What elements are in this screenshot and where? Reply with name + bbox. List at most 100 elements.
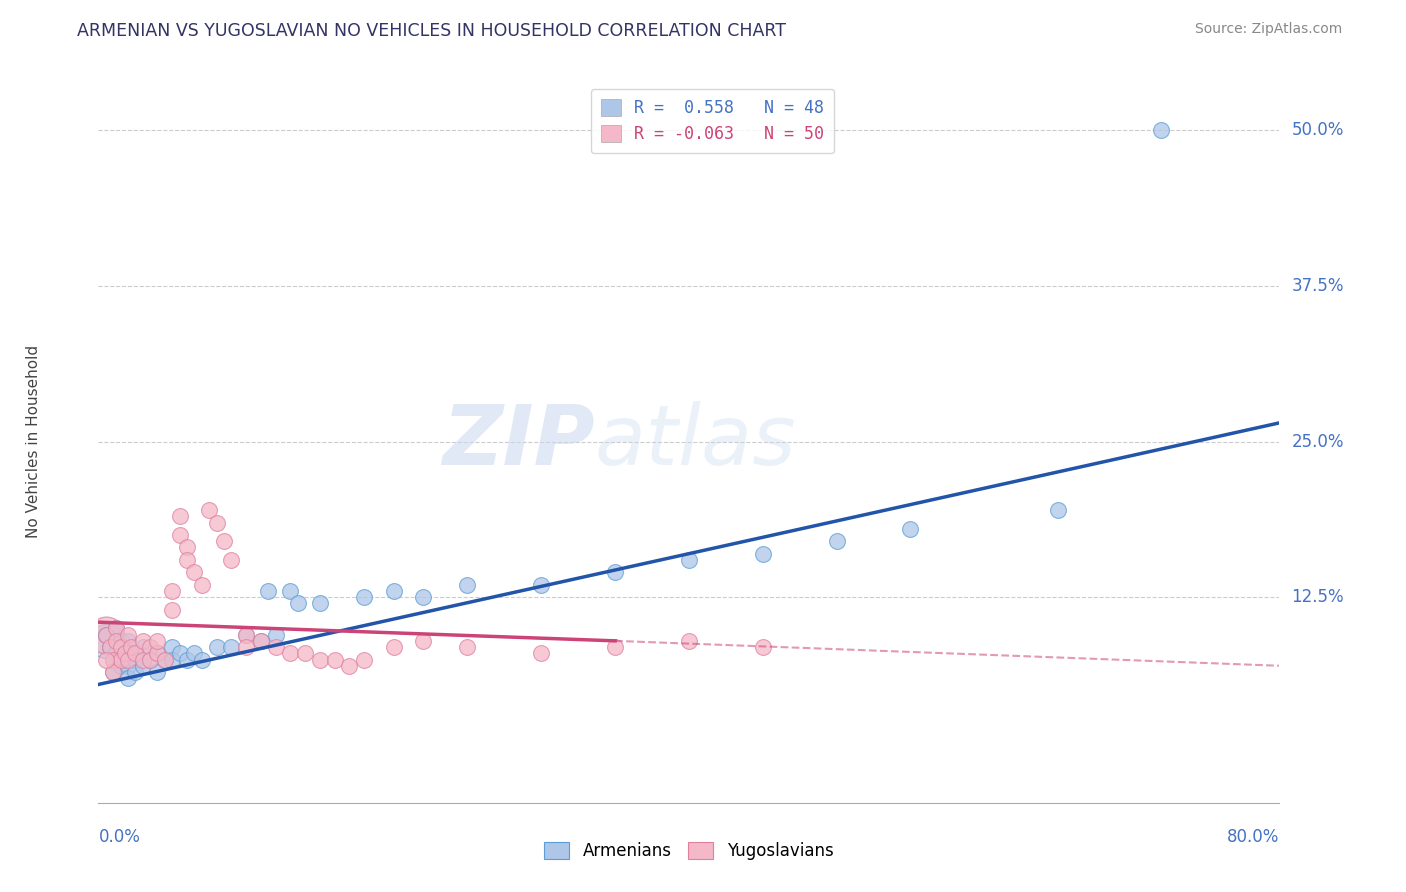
Point [900, 522, 922, 536]
Point [183, 566, 205, 580]
Point [264, 640, 287, 654]
Point [353, 591, 375, 605]
Text: ZIP: ZIP [441, 401, 595, 482]
Point [412, 591, 434, 605]
Point [457, 578, 479, 592]
Point [294, 646, 316, 660]
Point [110, 652, 132, 666]
Point [287, 597, 309, 611]
Point [212, 534, 235, 549]
Point [280, 584, 302, 599]
Point [105, 621, 128, 635]
Point [103, 665, 125, 679]
Point [94, 633, 117, 648]
Point [124, 665, 146, 679]
Point [114, 652, 136, 666]
Text: Source: ZipAtlas.com: Source: ZipAtlas.com [1195, 22, 1343, 37]
Point [132, 640, 155, 654]
Point [146, 633, 169, 648]
Point [153, 652, 176, 666]
Point [176, 652, 198, 666]
Point [132, 658, 155, 673]
Point [162, 584, 183, 599]
Point [678, 633, 700, 648]
Point [139, 640, 162, 654]
Point [309, 597, 332, 611]
Point [105, 633, 128, 648]
Point [530, 578, 553, 592]
Legend: Armenians, Yugoslavians: Armenians, Yugoslavians [537, 835, 841, 867]
Point [183, 646, 205, 660]
Point [221, 553, 243, 567]
Point [382, 584, 405, 599]
Point [205, 516, 228, 530]
Point [257, 584, 280, 599]
Point [605, 566, 627, 580]
Point [530, 646, 553, 660]
Point [103, 652, 125, 666]
Point [382, 640, 405, 654]
Point [146, 665, 169, 679]
Point [105, 621, 128, 635]
Point [169, 509, 191, 524]
Text: 37.5%: 37.5% [1291, 277, 1344, 295]
Point [339, 658, 361, 673]
Text: No Vehicles in Household: No Vehicles in Household [25, 345, 41, 538]
Point [117, 671, 139, 685]
Point [117, 658, 139, 673]
Point [153, 652, 176, 666]
Point [412, 633, 434, 648]
Point [176, 541, 198, 555]
Point [169, 528, 191, 542]
Point [169, 646, 191, 660]
Point [191, 578, 214, 592]
Point [94, 652, 117, 666]
Point [94, 627, 117, 641]
Point [323, 652, 346, 666]
Point [117, 652, 139, 666]
Point [146, 646, 169, 660]
Point [250, 633, 273, 648]
Point [198, 503, 221, 517]
Point [221, 640, 243, 654]
Point [235, 627, 257, 641]
Point [110, 658, 132, 673]
Point [825, 534, 848, 549]
Point [1046, 503, 1070, 517]
Point [139, 652, 162, 666]
Text: 12.5%: 12.5% [1291, 588, 1344, 607]
Point [457, 640, 479, 654]
Point [605, 640, 627, 654]
Point [162, 603, 183, 617]
Point [205, 640, 228, 654]
Point [353, 652, 375, 666]
Point [110, 640, 132, 654]
Point [98, 640, 121, 654]
Text: ARMENIAN VS YUGOSLAVIAN NO VEHICLES IN HOUSEHOLD CORRELATION CHART: ARMENIAN VS YUGOSLAVIAN NO VEHICLES IN H… [77, 22, 786, 40]
Point [176, 553, 198, 567]
Point [678, 553, 700, 567]
Point [105, 646, 128, 660]
Point [124, 646, 146, 660]
Text: 25.0%: 25.0% [1291, 433, 1344, 450]
Point [309, 652, 332, 666]
Point [752, 547, 775, 561]
Point [103, 652, 125, 666]
Point [110, 633, 132, 648]
Text: 50.0%: 50.0% [1291, 121, 1344, 139]
Point [250, 633, 273, 648]
Point [752, 640, 775, 654]
Point [235, 627, 257, 641]
Point [114, 646, 136, 660]
Point [264, 627, 287, 641]
Text: 80.0%: 80.0% [1227, 828, 1279, 846]
Point [117, 633, 139, 648]
Point [98, 640, 121, 654]
Point [139, 652, 162, 666]
Point [132, 652, 155, 666]
Point [120, 646, 142, 660]
Point [146, 646, 169, 660]
Text: 0.0%: 0.0% [98, 828, 141, 846]
Point [132, 633, 155, 648]
Point [117, 627, 139, 641]
